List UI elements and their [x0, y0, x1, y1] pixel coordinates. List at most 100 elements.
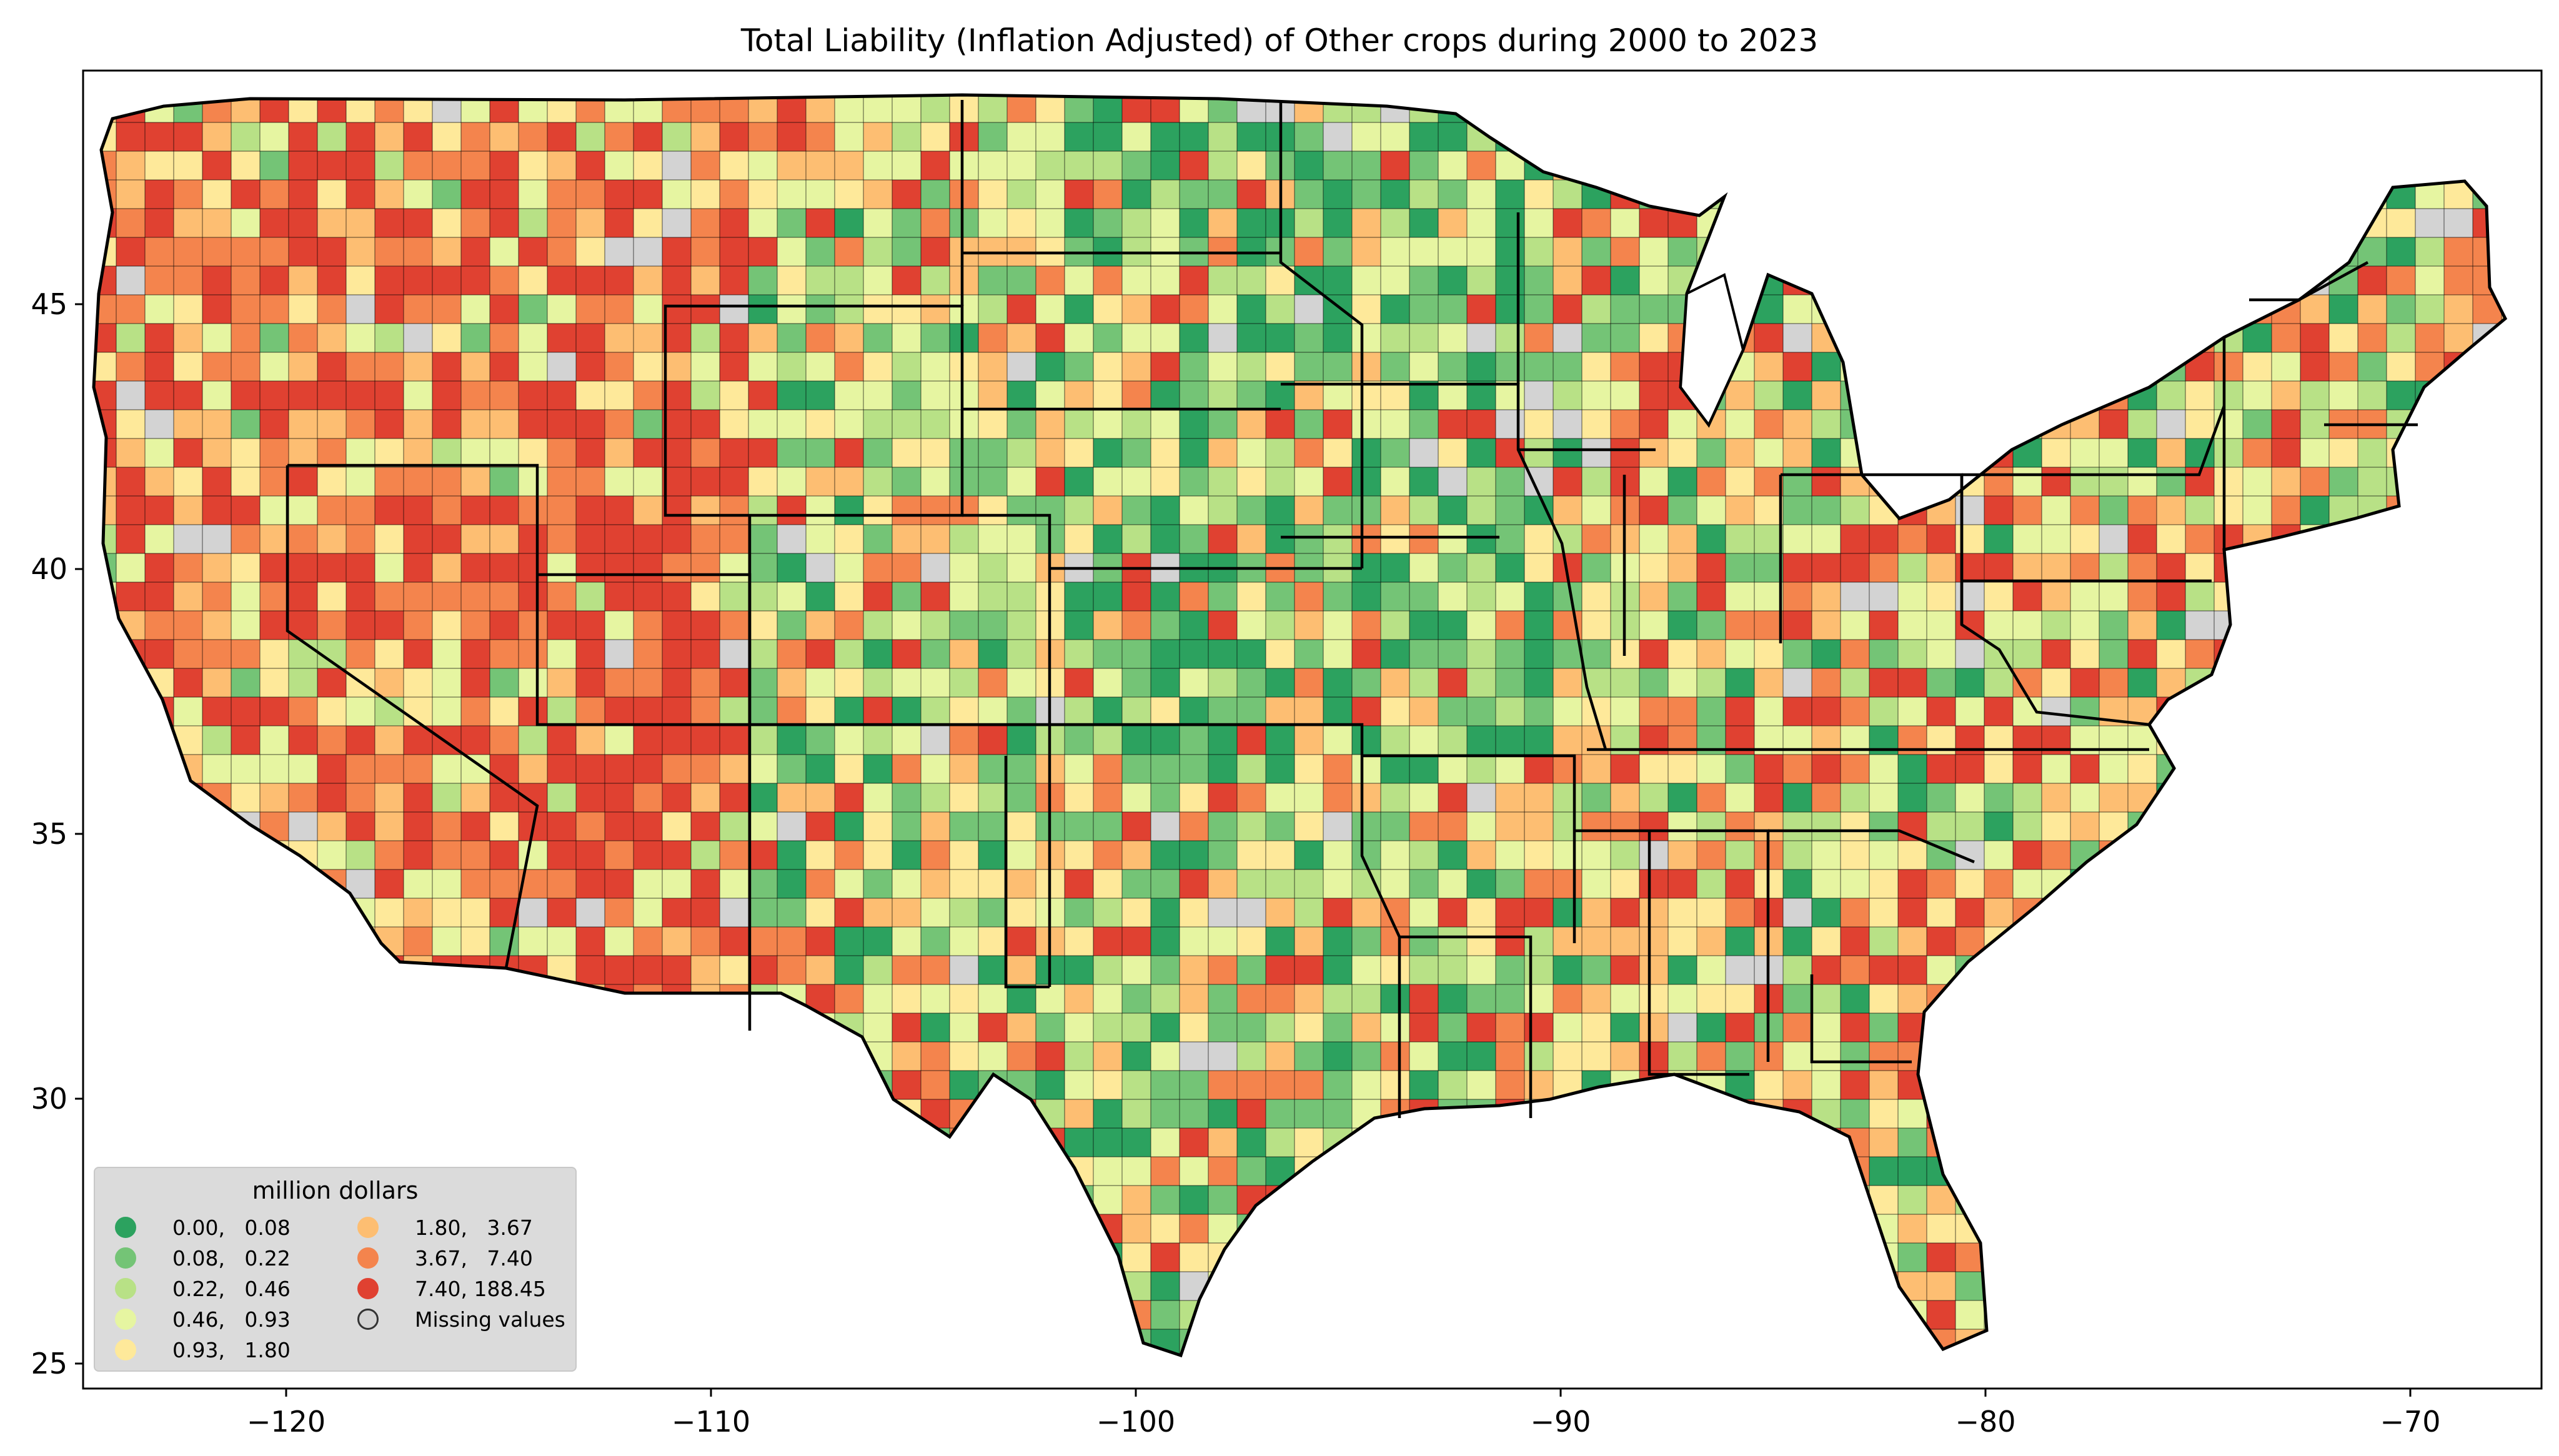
county-region	[777, 1128, 807, 1157]
county-region	[806, 1300, 835, 1330]
county-region	[806, 1099, 835, 1129]
county-region	[2473, 1272, 2502, 1301]
county-region	[2358, 151, 2387, 181]
county-region	[662, 438, 692, 468]
county-region	[2444, 1243, 2473, 1272]
county-region	[1007, 927, 1036, 956]
county-region	[317, 1128, 347, 1157]
county-region	[1898, 582, 1927, 612]
county-region	[777, 1042, 807, 1071]
county-region	[1496, 869, 1525, 899]
county-region	[662, 956, 692, 985]
county-region	[1180, 668, 1209, 698]
county-region	[2530, 352, 2559, 382]
county-region	[691, 668, 720, 698]
county-region	[1065, 1128, 1094, 1157]
county-region	[174, 755, 203, 784]
county-region	[1237, 783, 1266, 813]
county-region	[2042, 122, 2071, 152]
county-region	[1266, 496, 1295, 525]
county-region	[202, 180, 232, 209]
county-region	[605, 1358, 634, 1387]
county-region	[1438, 122, 1468, 152]
county-region	[1611, 927, 1640, 956]
county-region	[2530, 869, 2559, 899]
county-region	[2214, 1214, 2243, 1244]
county-region	[691, 1128, 720, 1157]
county-region	[1151, 410, 1180, 439]
county-region	[1553, 869, 1583, 899]
county-region	[863, 1013, 893, 1042]
county-region	[519, 324, 548, 353]
county-region	[260, 726, 289, 755]
county-region	[950, 266, 979, 295]
county-region	[2502, 1071, 2505, 1100]
county-region	[1266, 1071, 1295, 1100]
county-region	[346, 266, 375, 295]
county-region	[2415, 438, 2445, 468]
county-region	[1180, 927, 1209, 956]
county-region	[576, 1214, 605, 1244]
county-region	[1639, 1243, 1669, 1272]
county-region	[1151, 381, 1180, 410]
county-region	[2070, 496, 2100, 525]
county-region	[2185, 352, 2215, 382]
county-region	[2444, 697, 2473, 726]
county-region	[2099, 1013, 2129, 1042]
county-region	[2214, 381, 2243, 410]
county-region	[2358, 1300, 2387, 1330]
county-region	[1323, 438, 1353, 468]
county-region	[576, 1272, 605, 1301]
county-region	[2358, 755, 2387, 784]
county-region	[892, 668, 922, 698]
county-region	[1927, 95, 1956, 123]
county-region	[720, 812, 749, 841]
county-region	[1122, 1099, 1151, 1129]
county-region	[1438, 582, 1468, 612]
county-region	[2387, 841, 2416, 870]
lake-michigan	[1679, 273, 1745, 427]
county-region	[1208, 1329, 1238, 1355]
county-region	[202, 410, 232, 439]
county-region	[1668, 1157, 1697, 1186]
county-region	[1496, 266, 1525, 295]
county-region	[1208, 1071, 1238, 1100]
county-region	[2387, 611, 2416, 640]
county-region	[1582, 209, 1611, 238]
county-region	[1381, 726, 1410, 755]
county-region	[1409, 553, 1439, 583]
county-region	[116, 1013, 146, 1042]
county-region	[317, 209, 347, 238]
county-region	[1754, 467, 1784, 497]
county-region	[260, 180, 289, 209]
county-region	[1668, 496, 1697, 525]
county-region	[2128, 467, 2157, 497]
county-region	[231, 496, 261, 525]
county-region	[289, 783, 318, 813]
county-region	[748, 1186, 778, 1215]
county-region	[1841, 1099, 1870, 1129]
county-region	[547, 410, 577, 439]
county-region	[1151, 1128, 1180, 1157]
county-region	[806, 410, 835, 439]
county-region	[1496, 1071, 1525, 1100]
county-region	[777, 927, 807, 956]
county-region	[174, 525, 203, 554]
county-region	[547, 611, 577, 640]
county-region	[2272, 324, 2301, 353]
county-region	[748, 95, 778, 123]
county-region	[1927, 237, 1956, 267]
county-region	[921, 438, 950, 468]
county-region	[1553, 438, 1583, 468]
county-region	[1984, 1013, 2014, 1042]
county-region	[892, 266, 922, 295]
county-region	[461, 352, 490, 382]
county-region	[1409, 1300, 1439, 1330]
county-region	[2502, 122, 2505, 152]
county-region	[1812, 1358, 1841, 1387]
county-region	[1352, 1272, 1381, 1301]
county-region	[835, 668, 864, 698]
county-region	[2099, 1358, 2129, 1387]
county-region	[2128, 295, 2157, 324]
county-region	[634, 956, 663, 985]
